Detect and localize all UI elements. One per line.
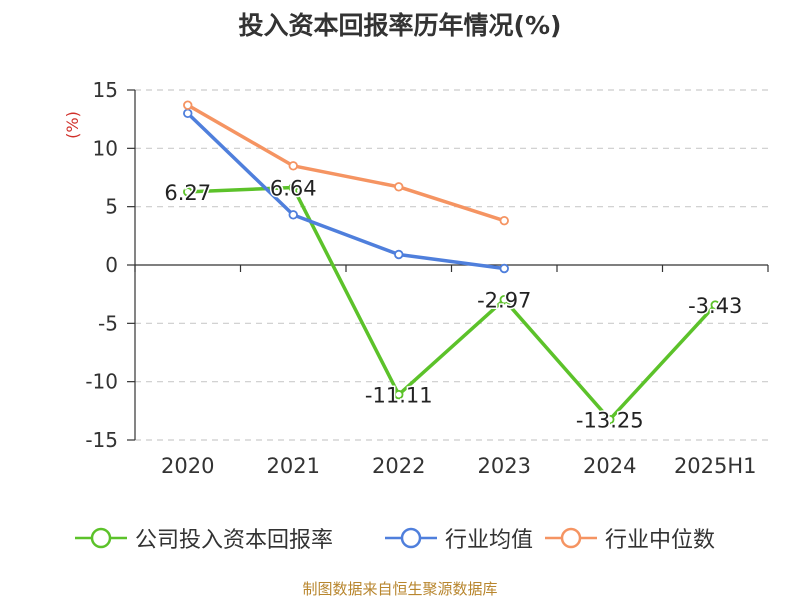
data-point [394, 182, 404, 192]
data-label: -3.43 [688, 294, 742, 318]
y-tick-label: 15 [93, 78, 118, 102]
series-line-0 [187, 185, 717, 422]
data-label: -13.25 [576, 409, 644, 433]
data-label: 6.64 [270, 177, 317, 201]
chart-title: 投入资本回报率历年情况(%) [238, 11, 562, 40]
legend-swatch-marker [400, 527, 422, 549]
legend-swatch [545, 527, 597, 549]
series-layer [183, 100, 720, 425]
data-label-layer: 6.27 6.64 -11.11 -2.97 -13.25 -3.43 [163, 175, 744, 434]
x-tick-label: 2020 [161, 454, 214, 478]
legend-item[interactable]: 行业中位数 [545, 518, 715, 558]
data-point [394, 389, 404, 400]
data-point [288, 182, 298, 193]
series-line-1 [186, 112, 505, 271]
data-point [183, 187, 193, 197]
x-tick-label: 2021 [267, 454, 320, 478]
legend: 公司投入资本回报率 行业均值 行业中位数 [0, 518, 800, 558]
legend-swatch [385, 527, 437, 549]
data-label: 6.27 [164, 181, 211, 205]
legend-label: 行业中位数 [605, 528, 716, 553]
source-note: 制图数据来自恒生聚源数据库 [302, 580, 498, 598]
legend-item[interactable]: 行业均值 [385, 518, 533, 558]
y-tick-label: -5 [98, 311, 118, 335]
data-point [288, 161, 298, 171]
data-label: -2.97 [477, 289, 531, 313]
data-point [394, 249, 404, 260]
y-tick-label: -10 [85, 370, 118, 394]
data-point [605, 414, 615, 425]
legend-swatch [75, 527, 127, 549]
legend-item[interactable]: 公司投入资本回报率 [75, 518, 333, 558]
x-tick-label: 2022 [372, 454, 425, 478]
y-axis-label: (%) [63, 111, 82, 139]
y-tick-label: 10 [93, 136, 118, 160]
y-tick-label: 0 [105, 253, 118, 277]
y-tick-label: -15 [85, 428, 118, 452]
data-point [183, 108, 193, 119]
x-tick-label: 2024 [583, 454, 636, 478]
legend-label: 行业均值 [445, 528, 534, 553]
series-line-2 [186, 103, 505, 223]
data-point [499, 215, 509, 226]
axis-layer: 15 10 5 0 -5 -10 -15 2020 2021 2022 2023 2024 2025H1… [63, 78, 769, 478]
legend-swatch-marker [90, 527, 112, 549]
y-tick-label: 5 [105, 195, 118, 219]
data-point [183, 100, 193, 110]
x-tick-label: 2025H1 [674, 454, 757, 478]
data-point [499, 263, 509, 274]
legend-swatch-marker [560, 527, 582, 549]
data-point [288, 210, 298, 220]
data-point [499, 294, 509, 305]
legend-label: 公司投入资本回报率 [135, 528, 334, 553]
data-label: -11.11 [365, 384, 433, 408]
x-tick-label: 2023 [478, 454, 531, 478]
data-point [710, 300, 720, 310]
